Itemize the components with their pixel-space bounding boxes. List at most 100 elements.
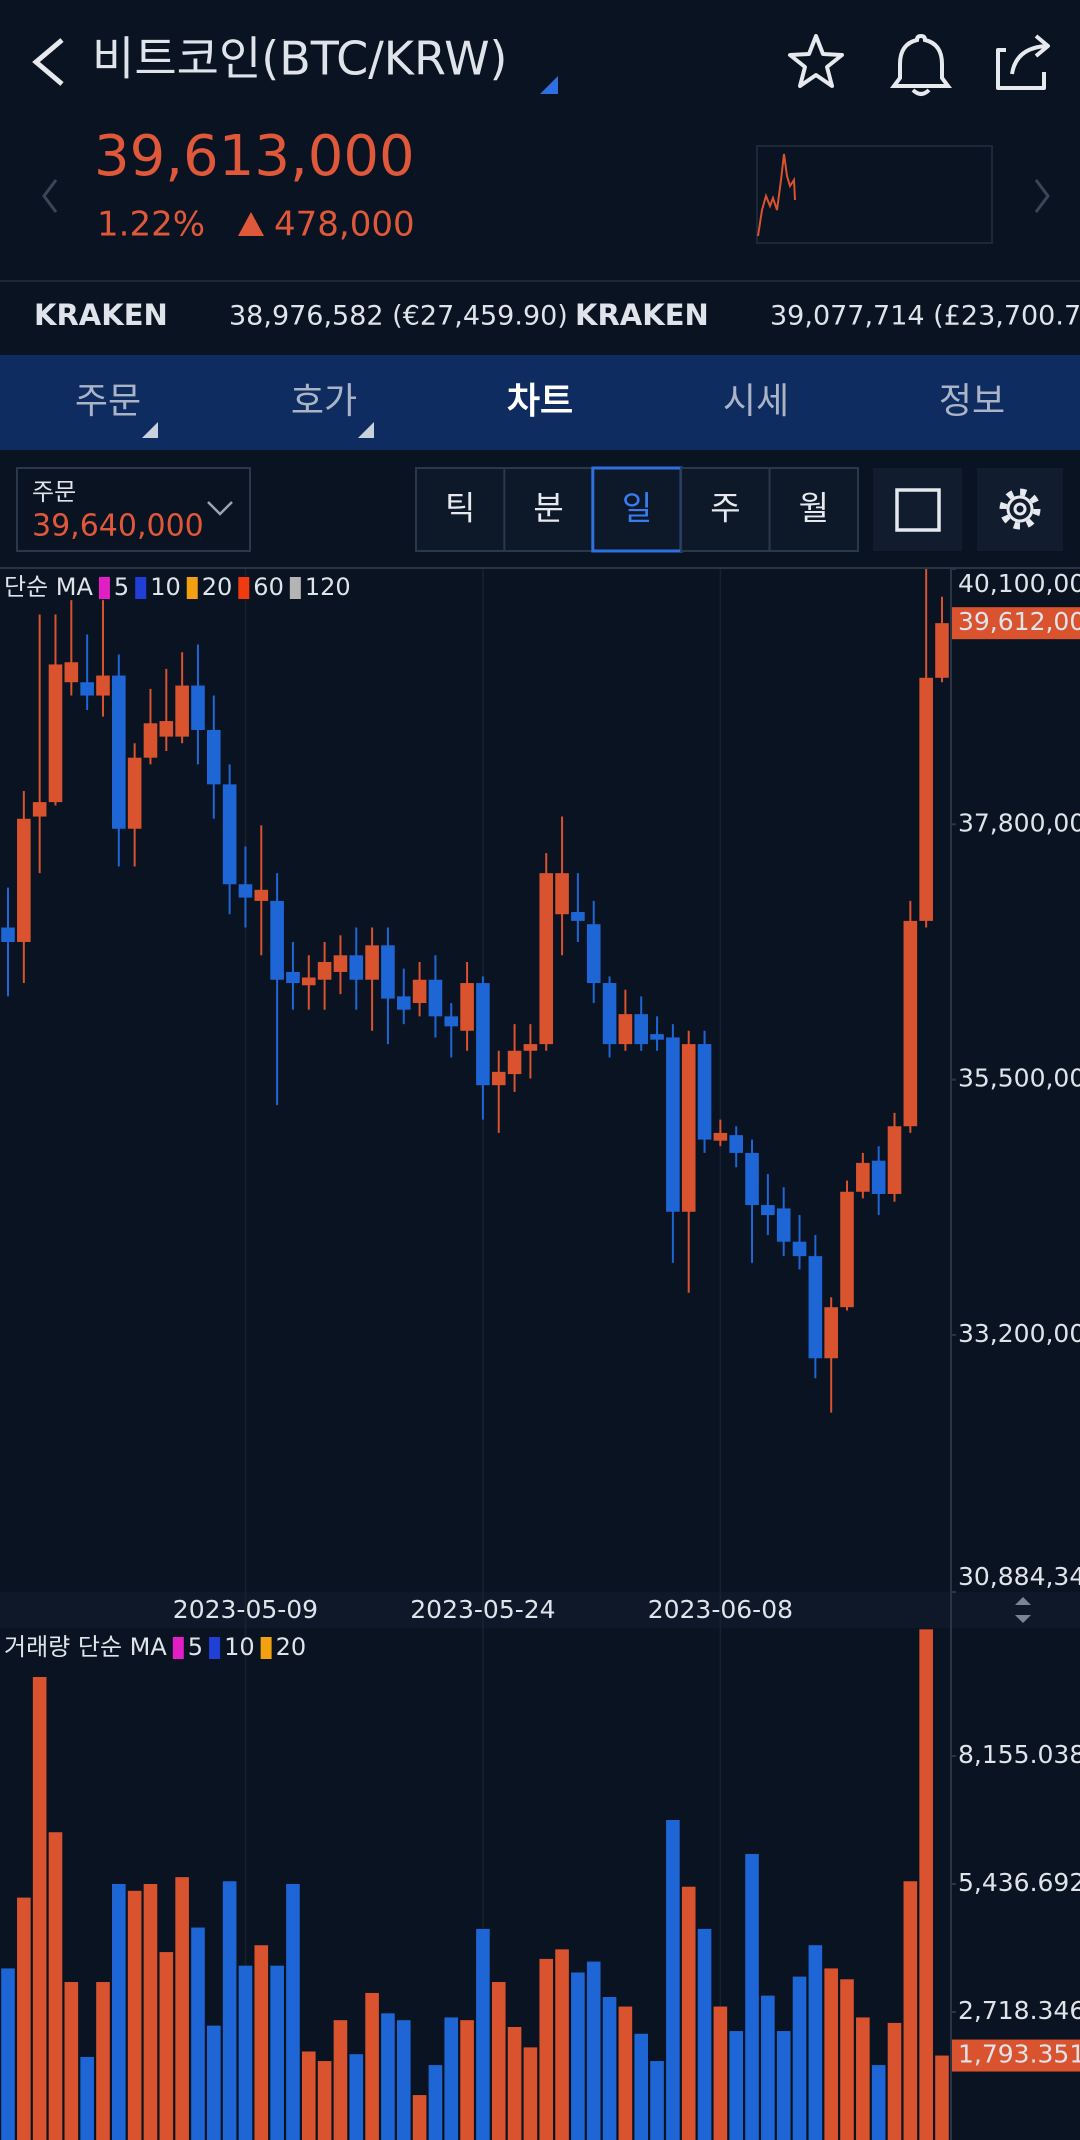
tab[interactable]: 주문	[75, 381, 141, 422]
volume-bar	[286, 1883, 300, 2140]
tab[interactable]: 시세	[723, 381, 789, 422]
candle-body	[444, 1016, 459, 1027]
exchange-price: 39,077,714 (£23,700.70)	[770, 301, 1080, 332]
order-dropdown[interactable]	[207, 501, 233, 516]
period-button[interactable]	[415, 467, 506, 552]
volume-bar	[824, 1968, 838, 2140]
volume-bar	[919, 1629, 933, 2140]
candle-body	[555, 873, 569, 915]
volume-bar	[460, 2020, 474, 2140]
up-triangle	[238, 212, 264, 236]
favorite-button[interactable]	[788, 34, 844, 88]
tab[interactable]: 정보	[939, 381, 1005, 422]
candle-body	[412, 979, 427, 1004]
volume-bar	[48, 1832, 63, 2140]
tab[interactable]: 호가	[291, 381, 357, 422]
tab[interactable]: 차트	[507, 381, 573, 422]
back-button[interactable]	[32, 38, 64, 86]
prev-button[interactable]	[42, 179, 58, 213]
resize-handle[interactable]	[1015, 1597, 1031, 1605]
change-amount: 478,000	[274, 205, 415, 245]
volume-bar	[602, 1996, 617, 2140]
legend-swatch	[238, 577, 250, 599]
next-button[interactable]	[1034, 179, 1050, 213]
period-button[interactable]	[591, 466, 683, 553]
volume-bar	[80, 2056, 94, 2140]
candle-body	[96, 675, 110, 696]
settings-teeth	[999, 488, 1041, 530]
candle-body	[808, 1256, 823, 1359]
volume-bar	[17, 1897, 31, 2140]
legend-item: 60	[253, 573, 284, 601]
legend-swatch	[172, 1637, 184, 1659]
volume-bar	[697, 1928, 712, 2140]
volume-bar	[507, 2026, 522, 2140]
y-tick-label: 30,884,342	[958, 1562, 1080, 1591]
volume-bar	[349, 2054, 364, 2140]
volume-bar	[808, 1945, 823, 2140]
volume-bar	[713, 2006, 728, 2140]
candle-body	[238, 884, 253, 898]
candle-body	[127, 757, 142, 829]
volume-bar	[571, 1972, 585, 2140]
volume-bar	[840, 1979, 854, 2140]
legend-label: 거래량 단순 MA	[4, 1633, 167, 1661]
candle-body	[919, 677, 933, 921]
candle-body	[254, 889, 269, 901]
volume-bar	[238, 1965, 253, 2140]
candle-body	[159, 721, 174, 737]
period-label: 주	[710, 489, 740, 528]
last-price-label: 39,612,000	[958, 607, 1080, 636]
candle-body	[491, 1071, 506, 1086]
layout-button[interactable]	[873, 468, 962, 551]
resize-handle[interactable]	[1015, 1615, 1031, 1623]
y-tick-label: 40,100,000	[958, 569, 1080, 598]
candle-body	[745, 1152, 759, 1206]
volume-bar	[887, 2022, 902, 2140]
share-button[interactable]	[996, 34, 1050, 90]
candle-body	[618, 1014, 633, 1045]
period-label: 월	[799, 489, 829, 528]
legend-item: 120	[305, 573, 351, 601]
volume-bar	[1, 1968, 15, 2140]
title-dropdown[interactable]	[540, 76, 558, 94]
volume-bar	[539, 1958, 554, 2140]
layout-icon	[895, 488, 941, 532]
candle-body	[1, 927, 15, 942]
change-rate: 1.22%	[97, 205, 205, 245]
legend-swatch	[260, 1637, 272, 1659]
volume-bar	[634, 2033, 649, 2140]
candle-body	[871, 1160, 886, 1194]
candle-body	[507, 1050, 522, 1075]
exchange-price: 38,976,582 (€27,459.90)	[229, 301, 568, 332]
page-title[interactable]: 비트코인(BTC/KRW)	[92, 32, 508, 86]
legend-swatch	[135, 577, 147, 599]
alarm-button[interactable]	[890, 33, 952, 96]
period-button[interactable]	[680, 467, 771, 552]
order-label: 주문	[32, 478, 76, 506]
y-tick-label: 35,500,000	[958, 1064, 1080, 1093]
candle-body	[666, 1037, 680, 1212]
candle-body	[460, 983, 474, 1031]
order-box[interactable]	[16, 467, 251, 552]
candle-body	[856, 1162, 870, 1192]
exchange-name: KRAKEN	[34, 298, 168, 332]
volume-bar	[396, 2020, 411, 2140]
current-price: 39,613,000	[94, 124, 415, 189]
volume-bar	[745, 1854, 759, 2140]
candle-body	[286, 971, 300, 984]
period-button[interactable]	[503, 467, 594, 552]
volume-bar	[666, 1819, 680, 2140]
y-tick-label: 2,718.346	[958, 1996, 1080, 2025]
candle-body	[365, 945, 379, 980]
legend-item: 20	[202, 573, 233, 601]
candle-body	[32, 802, 47, 817]
volume-bar	[159, 1952, 174, 2140]
period-button[interactable]	[768, 467, 859, 552]
legend-swatch	[289, 577, 301, 599]
candle-body	[175, 685, 189, 737]
candle-body	[761, 1205, 775, 1216]
volume-bar	[64, 1982, 79, 2140]
volume-bar	[650, 2061, 664, 2140]
